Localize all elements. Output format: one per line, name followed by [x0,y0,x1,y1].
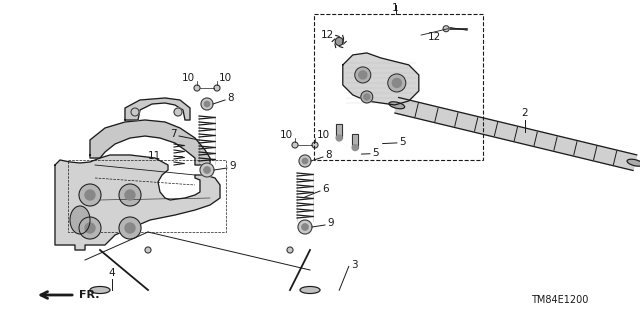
Circle shape [443,26,449,32]
Bar [336,124,342,138]
Circle shape [174,108,182,116]
Circle shape [299,155,311,167]
Polygon shape [55,155,220,250]
Circle shape [85,223,95,233]
Text: 4: 4 [109,268,115,278]
Ellipse shape [90,286,110,293]
Text: 12: 12 [321,30,334,40]
Circle shape [119,184,141,206]
Text: 3: 3 [351,260,357,270]
Text: 10: 10 [219,73,232,83]
Bar [336,124,342,138]
Circle shape [200,163,214,177]
Circle shape [119,217,141,239]
Text: TM84E1200: TM84E1200 [531,295,589,305]
Circle shape [335,37,343,46]
Text: 9: 9 [327,218,333,228]
Text: 1: 1 [392,3,399,13]
Circle shape [204,101,210,107]
Ellipse shape [627,159,640,166]
Text: 8: 8 [325,150,332,160]
Circle shape [194,85,200,91]
Circle shape [336,135,342,141]
Circle shape [352,145,358,151]
Circle shape [292,142,298,148]
Text: 10: 10 [182,73,195,83]
Circle shape [131,108,139,116]
Bar [68,160,226,232]
Circle shape [145,247,151,253]
Circle shape [79,217,101,239]
Circle shape [214,85,220,91]
Text: FR.: FR. [79,290,99,300]
Text: 9: 9 [229,161,236,171]
Text: 10: 10 [317,130,330,140]
Circle shape [302,158,308,164]
Circle shape [85,190,95,200]
Text: 11: 11 [148,151,161,161]
Circle shape [204,167,210,173]
Text: 2: 2 [522,108,528,118]
Circle shape [201,98,213,110]
Text: 12: 12 [428,32,441,42]
Polygon shape [90,120,210,165]
Circle shape [359,71,367,79]
Bar [352,134,358,148]
Bar [314,14,483,160]
Ellipse shape [300,286,320,293]
Text: 7: 7 [170,129,177,139]
Ellipse shape [70,206,90,234]
Text: 5: 5 [372,148,378,158]
Circle shape [125,190,135,200]
Circle shape [312,142,318,148]
Circle shape [302,224,308,230]
Circle shape [364,94,370,100]
Circle shape [79,184,101,206]
Circle shape [287,247,293,253]
Polygon shape [343,53,419,105]
Circle shape [361,91,372,103]
Ellipse shape [389,102,404,109]
Circle shape [298,220,312,234]
Circle shape [125,223,135,233]
Circle shape [392,78,401,87]
Bar [352,134,358,148]
Text: 8: 8 [227,93,234,103]
Polygon shape [125,98,190,120]
Polygon shape [395,98,637,170]
Text: 6: 6 [322,184,328,194]
Circle shape [355,67,371,83]
Text: 5: 5 [399,137,405,147]
Circle shape [388,74,406,92]
Text: 10: 10 [280,130,293,140]
